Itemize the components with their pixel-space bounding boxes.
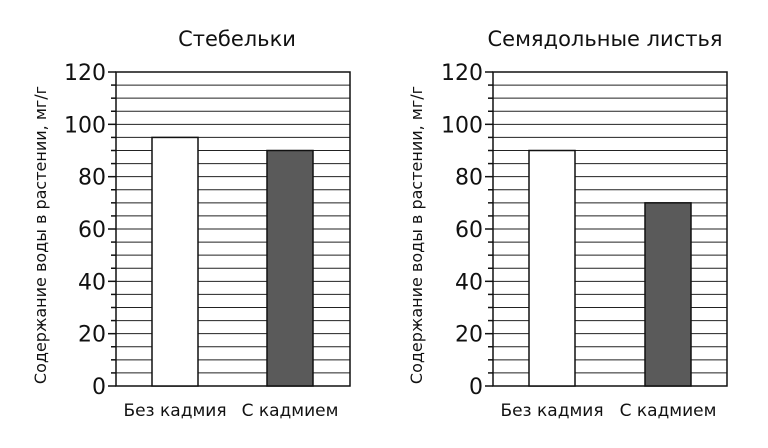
y-tick-label: 40 — [455, 270, 483, 295]
y-tick-label: 20 — [455, 323, 483, 348]
chart-stems: Стебельки 0 20 40 60 80 100 120 Без кадмия С кадм… — [31, 27, 351, 421]
bar — [528, 149, 576, 387]
y-tick-label: 120 — [441, 61, 483, 86]
x-tick-label: С кадмием — [620, 401, 717, 421]
y-tick-label: 60 — [78, 218, 106, 243]
y-tick-label: 120 — [64, 61, 106, 86]
bar — [266, 149, 314, 387]
y-axis-title: Содержание воды в растении, мг/г — [31, 86, 50, 384]
chart-title: Стебельки — [178, 27, 296, 51]
y-axis-title: Содержание воды в растении, мг/г — [407, 86, 426, 384]
y-tick-label: 80 — [78, 166, 106, 191]
y-tick-label: 40 — [78, 270, 106, 295]
y-tick-label: 20 — [78, 323, 106, 348]
chart-title: Семядольные листья — [488, 27, 723, 51]
y-tick-label: 100 — [441, 113, 483, 138]
bar — [644, 202, 692, 387]
y-tick-label: 0 — [469, 375, 483, 400]
x-tick-label: Без кадмия — [500, 401, 603, 421]
chart-cotyledon-leaves: Семядольные листья 0 20 40 60 80 100 120 Без кад… — [407, 27, 728, 421]
x-tick-label: Без кадмия — [123, 401, 226, 421]
x-tick-label: С кадмием — [242, 401, 339, 421]
bar — [151, 136, 199, 387]
y-tick-label: 60 — [455, 218, 483, 243]
y-tick-label: 100 — [64, 113, 106, 138]
y-tick-label: 80 — [455, 166, 483, 191]
y-tick-label: 0 — [92, 375, 106, 400]
